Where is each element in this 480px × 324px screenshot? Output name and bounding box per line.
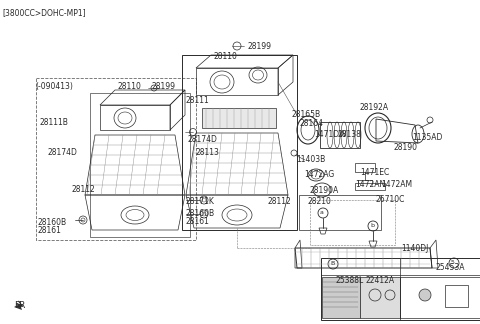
Text: 28192A: 28192A — [360, 103, 389, 112]
Text: (-090413): (-090413) — [35, 82, 73, 91]
Text: 28171K: 28171K — [186, 197, 215, 206]
Bar — [310, 200, 395, 245]
Text: [3800CC>DOHC-MP1]: [3800CC>DOHC-MP1] — [2, 8, 85, 17]
Text: FR: FR — [14, 301, 25, 310]
Text: 1472AM: 1472AM — [381, 180, 412, 189]
Text: 1471EC: 1471EC — [360, 168, 389, 177]
Text: 28190A: 28190A — [309, 186, 338, 195]
Text: 28190: 28190 — [393, 143, 417, 152]
Text: 1472AN: 1472AN — [355, 180, 385, 189]
Bar — [320, 122, 360, 148]
Bar — [360, 277, 400, 318]
Text: 28210: 28210 — [307, 197, 331, 206]
Text: 28165B: 28165B — [292, 110, 321, 119]
Text: 28112: 28112 — [268, 197, 292, 206]
Text: 28111: 28111 — [186, 96, 210, 105]
Bar — [182, 55, 297, 230]
Text: 28161: 28161 — [37, 226, 61, 235]
Text: 28110: 28110 — [213, 52, 237, 61]
Text: 1140DJ: 1140DJ — [401, 244, 428, 253]
Text: 28112: 28112 — [72, 185, 96, 194]
Text: 1135AD: 1135AD — [412, 133, 443, 142]
Text: 28113: 28113 — [196, 148, 220, 157]
Text: 28110: 28110 — [118, 82, 142, 91]
Text: a: a — [320, 210, 324, 215]
Bar — [90, 93, 190, 237]
Text: 5: 5 — [451, 260, 455, 265]
Text: 26710C: 26710C — [375, 195, 404, 204]
Text: 28164: 28164 — [299, 119, 323, 128]
Bar — [445, 285, 468, 307]
Text: 25388L: 25388L — [336, 276, 364, 285]
Text: 28161: 28161 — [186, 217, 210, 226]
Text: 28174D: 28174D — [188, 135, 218, 144]
Polygon shape — [14, 304, 22, 310]
Text: 11403B: 11403B — [296, 155, 325, 164]
Text: 28160B: 28160B — [186, 209, 215, 218]
Text: 22412A: 22412A — [366, 276, 395, 285]
Bar — [36, 78, 196, 240]
Bar — [322, 277, 360, 318]
Text: 28174D: 28174D — [48, 148, 78, 157]
Text: 28111B: 28111B — [40, 118, 69, 127]
Text: 28199: 28199 — [152, 82, 176, 91]
Text: b: b — [370, 223, 374, 228]
Circle shape — [419, 289, 431, 301]
Polygon shape — [202, 108, 276, 128]
Text: B: B — [330, 261, 334, 266]
Text: 25453A: 25453A — [436, 263, 466, 272]
Text: 1471DW: 1471DW — [314, 130, 347, 139]
Bar — [321, 258, 480, 320]
Bar — [299, 195, 381, 230]
Text: 1472AG: 1472AG — [304, 170, 334, 179]
Text: 28160B: 28160B — [37, 218, 66, 227]
Bar — [400, 277, 480, 318]
Text: 28199: 28199 — [248, 42, 272, 51]
Text: 28138: 28138 — [338, 130, 362, 139]
